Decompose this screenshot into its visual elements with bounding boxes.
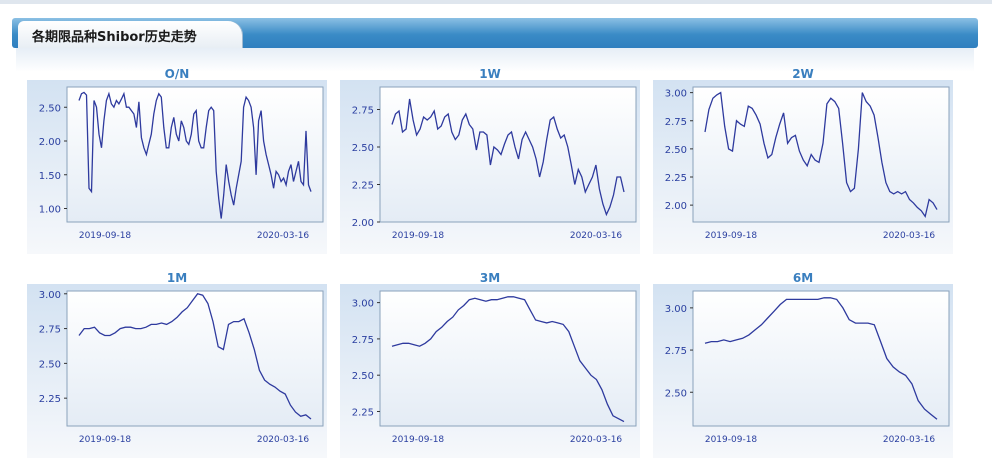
plot-area — [66, 86, 324, 223]
section-title: 各期限品种Shibor历史走势 — [32, 30, 197, 45]
plot-area — [379, 290, 637, 427]
x-tick-label: 2019-09-18 — [392, 435, 445, 445]
x-tick-label: 2019-09-18 — [705, 231, 758, 241]
y-tick-label: 2.50 — [665, 145, 687, 156]
x-tick-label: 2020-03-16 — [257, 435, 310, 445]
x-tick-label: 2019-09-18 — [705, 435, 758, 445]
y-tick-label: 2.25 — [352, 407, 374, 418]
y-tick-label: 3.00 — [665, 304, 687, 315]
y-tick-label: 3.00 — [352, 299, 374, 310]
chart-title: 2W — [792, 67, 814, 81]
y-tick-label: 2.25 — [352, 181, 374, 192]
series-line — [78, 293, 312, 420]
y-tick-label: 2.50 — [352, 371, 374, 382]
section-tab[interactable]: 各期限品种Shibor历史走势 — [18, 21, 242, 48]
x-tick-label: 2020-03-16 — [883, 435, 936, 445]
x-tick-label: 2019-09-18 — [79, 435, 132, 445]
plot-area — [692, 86, 950, 223]
chart-6m: 2.50 2.75 3.00 2019-09-18 2020-03-16 — [653, 284, 953, 458]
chart-title: 1M — [166, 271, 188, 285]
chart-2w: 2.00 2.25 2.50 2.75 3.00 2019-09-18 2020-03-16 — [653, 80, 953, 254]
y-tick-label: 2.25 — [665, 173, 687, 184]
y-tick-label: 2.50 — [39, 103, 61, 114]
y-tick-label: 2.00 — [352, 218, 374, 229]
plot-area — [692, 290, 950, 427]
series-line — [704, 297, 938, 420]
y-tick-label: 2.25 — [39, 394, 61, 405]
y-tick-label: 1.50 — [39, 171, 61, 182]
top-line — [0, 0, 992, 4]
chart-title: O/N — [164, 67, 190, 81]
y-tick-label: 2.75 — [39, 325, 61, 336]
chart-on: 1.00 1.50 2.00 2.50 2019-09-18 2020-03-16 — [27, 80, 327, 254]
y-tick-label: 3.00 — [39, 290, 61, 301]
x-tick-label: 2019-09-18 — [79, 231, 132, 241]
chart-title: 6M — [792, 271, 814, 285]
series-line — [391, 296, 625, 423]
chart-1w: 2.00 2.25 2.50 2.75 2019-09-18 2020-03-16 — [340, 80, 640, 254]
plot-area — [66, 290, 324, 427]
x-tick-label: 2019-09-18 — [392, 231, 445, 241]
y-tick-label: 3.00 — [665, 89, 687, 100]
y-tick-label: 2.50 — [665, 388, 687, 399]
y-tick-label: 2.00 — [39, 137, 61, 148]
y-tick-label: 2.75 — [352, 106, 374, 117]
x-tick-label: 2020-03-16 — [257, 231, 310, 241]
series-line — [391, 98, 625, 217]
series-line — [78, 91, 312, 219]
y-tick-label: 2.75 — [665, 346, 687, 357]
header-shadow — [16, 48, 974, 72]
y-tick-label: 2.00 — [665, 201, 687, 212]
chart-3m: 2.25 2.50 2.75 3.00 2019-09-18 2020-03-16 — [340, 284, 640, 458]
y-tick-label: 2.75 — [352, 335, 374, 346]
y-tick-label: 2.50 — [39, 359, 61, 370]
plot-area — [379, 86, 637, 223]
x-tick-label: 2020-03-16 — [570, 435, 623, 445]
chart-title: 1W — [479, 67, 501, 81]
x-tick-label: 2020-03-16 — [570, 231, 623, 241]
y-tick-label: 1.00 — [39, 205, 61, 216]
series-line — [704, 91, 938, 218]
chart-title: 3M — [479, 271, 501, 285]
y-tick-label: 2.75 — [665, 117, 687, 128]
y-tick-label: 2.50 — [352, 143, 374, 154]
chart-1m: 2.25 2.50 2.75 3.00 2019-09-18 2020-03-16 — [27, 284, 327, 458]
x-tick-label: 2020-03-16 — [883, 231, 936, 241]
